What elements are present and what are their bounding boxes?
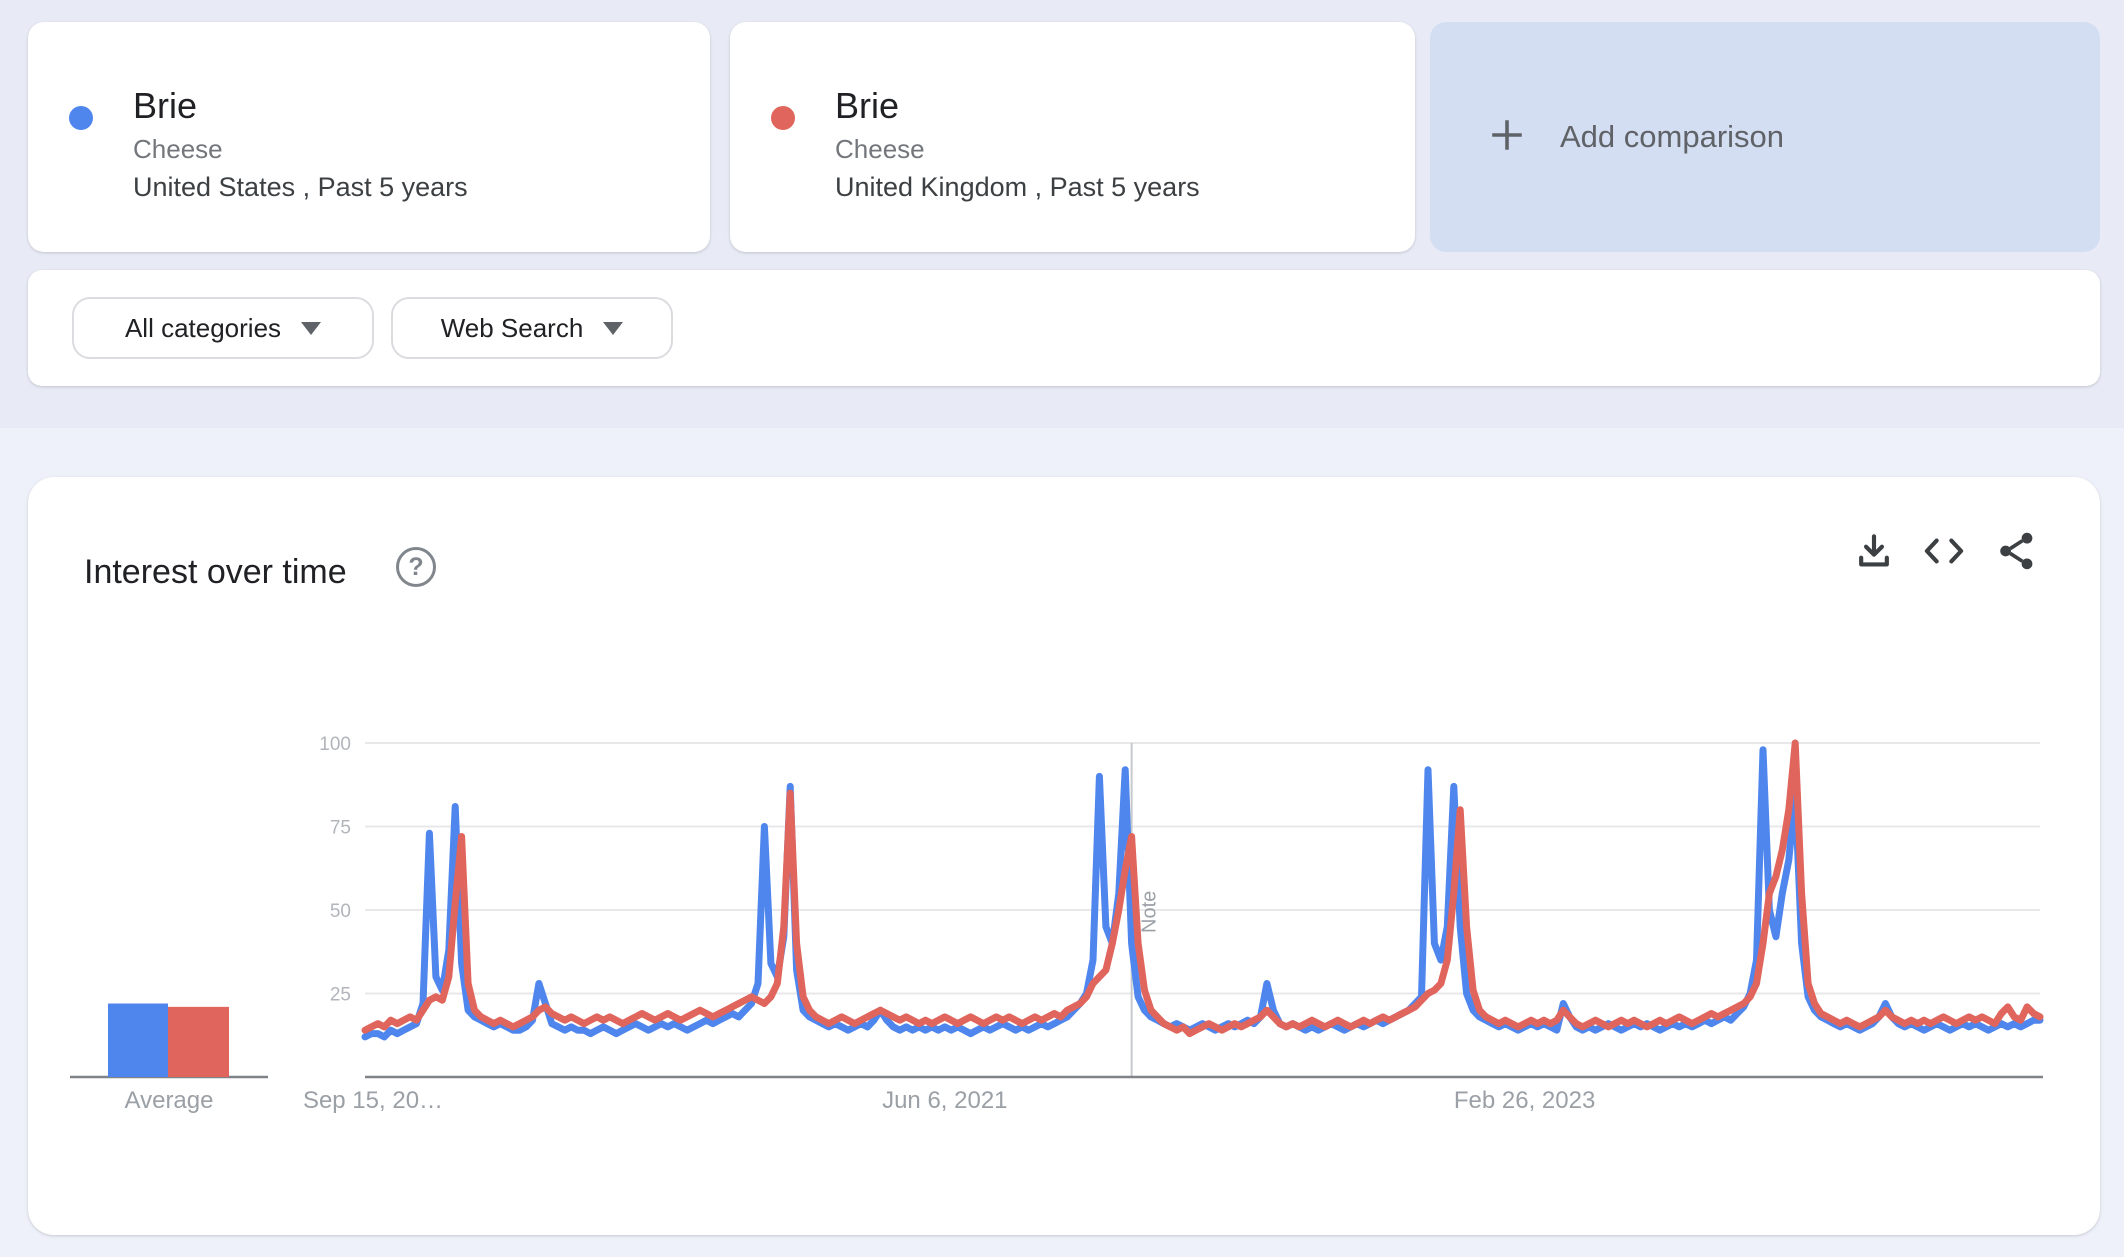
average-bar-uk[interactable] (168, 1006, 229, 1077)
term-scope: United Kingdom , Past 5 years (835, 172, 1200, 202)
y-axis-tick-label: 25 (330, 985, 351, 1006)
comparison-card-us[interactable]: Brie Cheese United States , Past 5 years (28, 22, 710, 252)
add-comparison-button[interactable]: Add comparison (1430, 22, 2100, 252)
category-dropdown-label: All categories (124, 312, 282, 343)
download-button[interactable] (1852, 529, 1896, 573)
average-label: Average (125, 1087, 214, 1114)
trend-chart: 25 50 75 100 Note Sep 15, 20… Jun 6, 2021 Feb 2… (70, 734, 2044, 1114)
y-axis-tick-label: 50 (330, 901, 351, 922)
share-button[interactable] (1994, 529, 2038, 573)
term-category: Cheese (835, 134, 925, 164)
x-axis-tick-label: Sep 15, 20… (303, 1087, 443, 1114)
y-axis-tick-label: 75 (330, 818, 351, 839)
chevron-down-icon (301, 321, 322, 335)
search-type-dropdown-label: Web Search (440, 312, 584, 343)
chart-plot-area[interactable] (365, 743, 2040, 1077)
add-comparison-label: Add comparison (1560, 119, 1785, 154)
term-category: Cheese (133, 134, 223, 164)
interest-over-time-card: 25 50 75 100 Note Sep 15, 20… Jun 6, 2021 Feb 2… (28, 477, 2100, 1235)
embed-icon (1924, 538, 1964, 564)
x-axis-tick-label: Jun 6, 2021 (882, 1087, 1007, 1114)
average-bar-us[interactable] (108, 1003, 168, 1077)
help-icon[interactable]: ? (396, 547, 436, 587)
question-mark-glyph: ? (408, 552, 424, 581)
search-term: Brie (835, 85, 900, 126)
download-icon (1859, 534, 1889, 567)
search-term: Brie (133, 85, 198, 126)
chevron-down-icon (603, 321, 624, 335)
series-color-dot-uk (771, 106, 795, 130)
filter-bar: All categories Web Search (28, 270, 2100, 386)
category-dropdown[interactable]: All categories (72, 297, 374, 359)
search-type-dropdown[interactable]: Web Search (391, 297, 673, 359)
y-axis-tick-label: 100 (319, 734, 351, 755)
series-line-uk (361, 739, 2044, 1038)
plus-icon (1488, 116, 1526, 159)
x-axis-tick-label: Feb 26, 2023 (1454, 1087, 1595, 1114)
note-marker-label: Note (1139, 891, 1161, 933)
embed-button[interactable] (1922, 529, 1966, 573)
comparison-card-uk[interactable]: Brie Cheese United Kingdom , Past 5 year… (730, 22, 1415, 252)
chart-title: Interest over time (84, 553, 347, 591)
series-color-dot-us (69, 106, 93, 130)
term-scope: United States , Past 5 years (133, 172, 468, 202)
share-icon (2000, 532, 2033, 570)
